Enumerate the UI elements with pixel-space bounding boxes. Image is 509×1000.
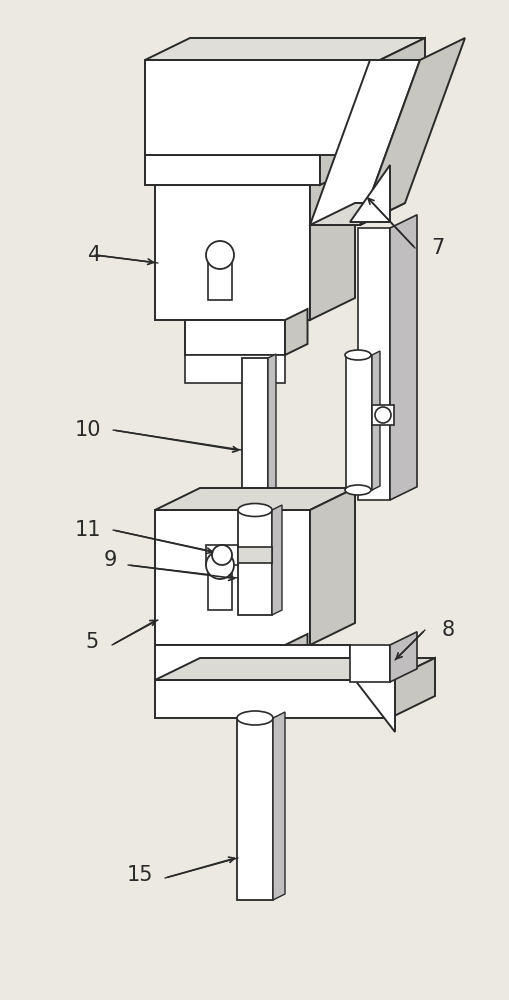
- Circle shape: [212, 545, 232, 565]
- Text: 5: 5: [86, 632, 99, 652]
- Polygon shape: [208, 260, 232, 300]
- Polygon shape: [145, 155, 320, 185]
- Circle shape: [375, 407, 391, 423]
- Polygon shape: [238, 547, 272, 563]
- Polygon shape: [155, 488, 355, 510]
- Text: 7: 7: [431, 238, 445, 258]
- Polygon shape: [285, 309, 307, 355]
- Polygon shape: [355, 680, 395, 732]
- Polygon shape: [155, 163, 355, 185]
- Polygon shape: [360, 38, 465, 225]
- Polygon shape: [372, 351, 380, 490]
- Text: 4: 4: [89, 245, 102, 265]
- Polygon shape: [380, 38, 425, 155]
- Text: 11: 11: [75, 520, 101, 540]
- Polygon shape: [155, 645, 350, 680]
- Polygon shape: [242, 358, 268, 510]
- Polygon shape: [346, 355, 372, 490]
- Ellipse shape: [237, 711, 273, 725]
- Polygon shape: [145, 60, 380, 155]
- Polygon shape: [272, 505, 282, 615]
- Polygon shape: [358, 228, 390, 500]
- Polygon shape: [310, 488, 355, 645]
- Polygon shape: [238, 510, 272, 615]
- Polygon shape: [350, 165, 390, 222]
- Ellipse shape: [345, 350, 371, 360]
- Polygon shape: [155, 680, 390, 718]
- Polygon shape: [206, 545, 238, 565]
- Polygon shape: [185, 320, 285, 355]
- Ellipse shape: [238, 504, 272, 516]
- Circle shape: [206, 241, 234, 269]
- Polygon shape: [145, 38, 425, 60]
- Polygon shape: [268, 354, 276, 510]
- Text: 15: 15: [127, 865, 153, 885]
- Polygon shape: [320, 133, 365, 185]
- Polygon shape: [310, 163, 355, 320]
- Polygon shape: [237, 718, 273, 900]
- Text: 9: 9: [103, 550, 117, 570]
- Polygon shape: [145, 133, 365, 155]
- Polygon shape: [350, 645, 390, 682]
- Polygon shape: [185, 645, 285, 680]
- Polygon shape: [285, 634, 307, 680]
- Polygon shape: [208, 570, 232, 610]
- Text: 10: 10: [75, 420, 101, 440]
- Polygon shape: [273, 712, 285, 900]
- Circle shape: [206, 551, 234, 579]
- Ellipse shape: [345, 485, 371, 495]
- Polygon shape: [155, 658, 435, 680]
- Polygon shape: [310, 60, 420, 225]
- Polygon shape: [390, 632, 417, 682]
- Polygon shape: [390, 215, 417, 500]
- Polygon shape: [390, 658, 435, 718]
- Polygon shape: [185, 355, 285, 383]
- Polygon shape: [155, 185, 310, 320]
- Polygon shape: [185, 680, 285, 708]
- Polygon shape: [155, 510, 310, 645]
- Bar: [372, 405, 394, 425]
- Text: 8: 8: [441, 620, 455, 640]
- Polygon shape: [310, 203, 405, 225]
